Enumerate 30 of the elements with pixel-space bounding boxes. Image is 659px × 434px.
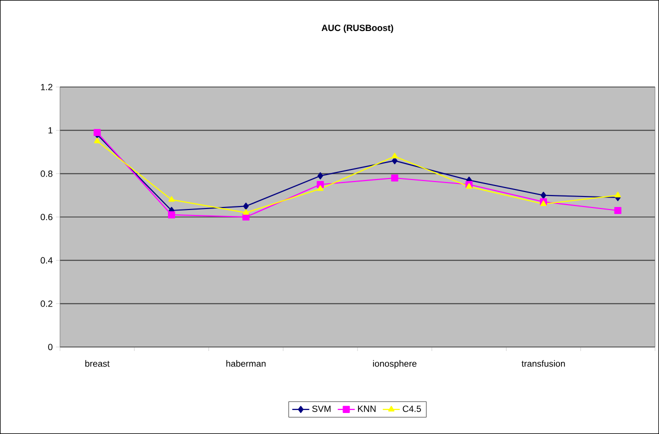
point [242, 209, 250, 215]
legend-label: KNN [358, 406, 376, 412]
point [466, 183, 472, 189]
point [614, 192, 621, 198]
point [168, 196, 175, 202]
chart-title: AUC (RUSBoost) [322, 24, 394, 33]
x-tick-label: haberman [226, 360, 266, 367]
point [318, 172, 324, 180]
y-tick-label: 0.4 [40, 257, 53, 264]
point [540, 192, 546, 199]
point [614, 206, 622, 214]
point [392, 152, 398, 158]
legend-label: SVM [312, 406, 331, 412]
point [391, 174, 398, 182]
y-tick-label: 1.2 [41, 84, 52, 90]
y-tick-label: 0.6 [40, 214, 52, 220]
legend-label: C4.5 [402, 406, 421, 412]
y-tick-label: 0.2 [40, 300, 52, 307]
point [94, 138, 100, 144]
point [317, 185, 324, 191]
x-tick-label: transfusion [522, 360, 565, 367]
y-tick-label: 0 [48, 344, 52, 350]
x-tick-label: ionosphere [373, 360, 416, 369]
point [168, 211, 176, 218]
x-tick-label: breast [85, 360, 110, 367]
point [243, 202, 249, 210]
y-tick-label: 1 [48, 127, 52, 134]
point [94, 128, 101, 136]
y-tick-label: 0.8 [40, 170, 52, 177]
point [392, 157, 398, 164]
